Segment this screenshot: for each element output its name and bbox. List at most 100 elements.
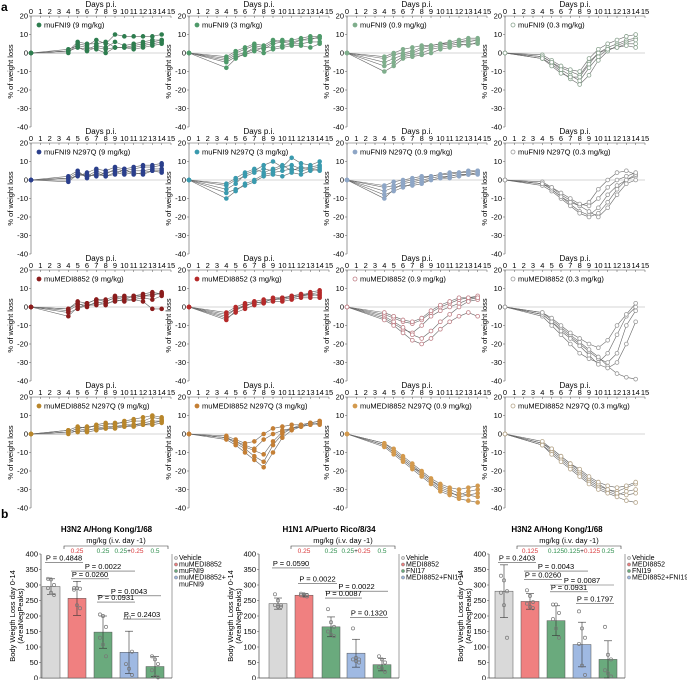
data-point — [438, 45, 443, 50]
data-point — [438, 172, 443, 177]
x-tick-label: 1 — [354, 388, 358, 397]
data-point — [224, 196, 229, 201]
data-point — [252, 300, 257, 306]
data-point — [419, 315, 424, 321]
x-tick-label: 6 — [243, 7, 247, 16]
x-tick-label: 13 — [622, 388, 630, 397]
data-point — [233, 439, 238, 444]
x-tick-label: 15 — [483, 388, 491, 397]
data-point — [150, 415, 155, 420]
x-tick-label: 4 — [66, 134, 70, 143]
data-point — [428, 177, 434, 183]
data-point — [586, 61, 592, 67]
data-point — [276, 598, 280, 603]
data-point — [112, 170, 118, 175]
y-axis-title: % of weight loss — [480, 425, 489, 479]
data-point — [438, 326, 443, 332]
y-tick-label: -30 — [491, 358, 502, 367]
x-tick-label: 7 — [410, 7, 414, 16]
data-point — [101, 642, 105, 647]
x-tick-label: 8 — [104, 388, 108, 397]
data-point — [103, 426, 108, 431]
x-tick-label: 14 — [631, 7, 639, 16]
data-point — [466, 498, 471, 503]
y-tick-label: -30 — [491, 231, 502, 240]
data-point — [466, 170, 471, 175]
data-point — [103, 39, 108, 45]
line-panel: Days p.i.0 1 2 3 4 5 6 7 8 9 10 11 12 13 14 1520100-10-… — [322, 127, 491, 259]
dose-part: 0.5 — [377, 548, 386, 555]
data-point — [305, 594, 309, 599]
data-point — [549, 319, 554, 325]
y-axis-title: % of weight loss — [480, 298, 489, 352]
y-tick-label: -30 — [333, 358, 344, 367]
y-tick-label: -40 — [175, 250, 186, 259]
x-tick-label: 2 — [522, 261, 526, 270]
x-tick-label: 3 — [373, 261, 377, 270]
y-tick-label: 0 — [498, 430, 502, 439]
data-point — [298, 164, 304, 170]
data-point — [410, 332, 415, 338]
mouse-line — [504, 433, 636, 488]
x-tick-label: 4 — [66, 261, 70, 270]
data-point — [382, 192, 387, 198]
y-tick-label: 20 — [20, 139, 28, 148]
dose-part: 0.25 — [341, 548, 354, 555]
data-point — [391, 446, 396, 452]
x-axis-title: Days p.i. — [401, 127, 432, 136]
data-point — [549, 59, 554, 65]
x-tick-label: 7 — [94, 134, 98, 143]
data-point — [466, 43, 471, 48]
x-tick-label: 13 — [464, 388, 472, 397]
p-value-label: P = 0.0087 — [564, 576, 600, 585]
y-tick-label: 0 — [24, 303, 28, 312]
legend-label: Vehicle — [179, 555, 202, 562]
y-tick-label: -20 — [333, 467, 344, 476]
legend-marker — [401, 569, 405, 573]
x-tick-label: 10 — [594, 261, 602, 270]
data-point — [633, 479, 638, 485]
bar-chart: H3N2 A/Hong Kong/1/68 mg/kg (i.v. day -1)… — [456, 525, 687, 680]
data-point — [528, 593, 532, 598]
data-point — [410, 175, 415, 181]
x-tick-label: 15 — [325, 261, 333, 270]
y-tick-label: -20 — [175, 467, 186, 476]
y-tick-label: 10 — [20, 284, 28, 293]
x-tick-label: 10 — [278, 261, 286, 270]
legend-marker — [627, 575, 631, 580]
data-point — [577, 350, 582, 356]
dose-part: 0.25 — [325, 548, 338, 555]
y-tick-label: 0 — [24, 49, 28, 58]
data-point — [382, 442, 387, 448]
data-point — [447, 299, 452, 304]
x-tick-label: 9 — [429, 388, 433, 397]
x-tick-label: 2 — [522, 134, 526, 143]
data-point — [233, 306, 238, 312]
data-point — [428, 174, 434, 179]
y-tick-label: -40 — [491, 123, 502, 132]
x-tick-label: 4 — [224, 388, 228, 397]
x-tick-label: 0 — [345, 388, 349, 397]
legend-marker — [194, 149, 200, 155]
data-point — [633, 32, 638, 37]
data-point — [273, 603, 277, 608]
data-point — [605, 199, 610, 205]
legend-label: muMEDI8852 (0.3 mg/kg) — [518, 275, 604, 284]
data-point — [391, 56, 396, 61]
data-point — [624, 177, 629, 183]
data-point — [103, 174, 108, 179]
x-tick-label: 9 — [429, 134, 433, 143]
data-point — [633, 304, 638, 310]
legend-label: muMEDI8852 N297Q (0.9 mg/kg) — [360, 402, 472, 411]
x-tick-label: 0 — [187, 7, 191, 16]
data-point — [261, 162, 266, 168]
x-tick-label: 8 — [262, 388, 266, 397]
data-point — [140, 45, 146, 50]
legend-marker — [627, 562, 631, 567]
data-point — [502, 304, 508, 310]
x-tick-label: 15 — [167, 261, 175, 270]
data-point — [112, 32, 118, 37]
data-point — [252, 439, 257, 444]
x-tick-label: 0 — [345, 134, 349, 143]
x-tick-label: 11 — [604, 7, 612, 16]
